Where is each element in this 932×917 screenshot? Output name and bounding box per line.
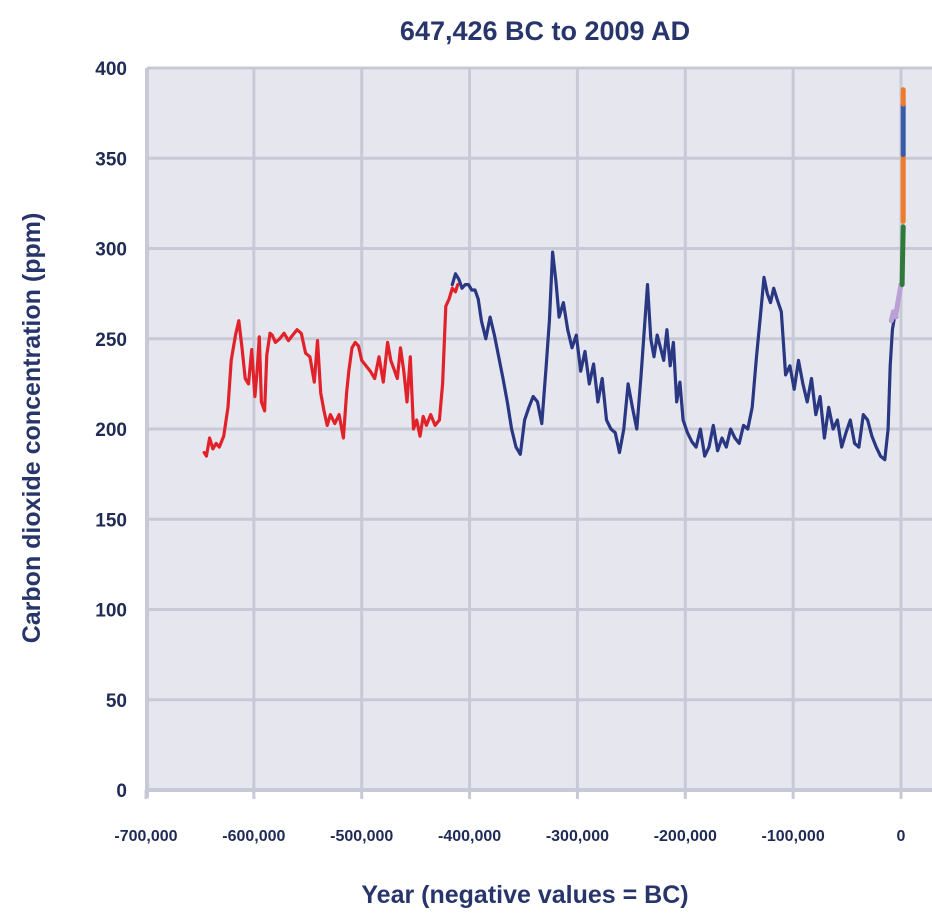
chart-title: 647,426 BC to 2009 AD bbox=[400, 16, 690, 46]
series-line bbox=[202, 283, 460, 458]
x-tick-label: -500,000 bbox=[330, 828, 393, 845]
x-tick-label: -400,000 bbox=[438, 828, 501, 845]
axes bbox=[144, 68, 932, 799]
x-tick-label: 0 bbox=[897, 828, 906, 845]
series-group bbox=[202, 87, 906, 462]
y-tick-label: 300 bbox=[95, 240, 127, 261]
x-axis-label: Year (negative values = BC) bbox=[361, 881, 688, 909]
y-tick-label: 0 bbox=[116, 781, 127, 802]
x-tick-label: -700,000 bbox=[114, 828, 177, 845]
y-axis-label: Carbon dioxide concentration (ppm) bbox=[18, 213, 46, 644]
y-tick-labels: 0 50 100 150 200 250 300 350 400 bbox=[95, 59, 127, 802]
x-tick-label: -200,000 bbox=[654, 828, 717, 845]
y-tick-label: 400 bbox=[95, 59, 127, 80]
y-tick-label: 150 bbox=[95, 510, 127, 531]
series-line bbox=[888, 282, 904, 324]
y-tick-label: 100 bbox=[95, 601, 127, 622]
grid-lines bbox=[147, 66, 932, 790]
series-line bbox=[899, 224, 906, 288]
x-tick-label: -100,000 bbox=[762, 828, 825, 845]
x-tick-label: -600,000 bbox=[222, 828, 285, 845]
x-tick-labels: -700,000 -600,000 -500,000 -400,000 -300,000… bbox=[114, 828, 905, 845]
y-tick-label: 50 bbox=[106, 691, 127, 712]
series-line bbox=[450, 250, 899, 462]
x-tick-label: -300,000 bbox=[546, 828, 609, 845]
y-tick-label: 250 bbox=[95, 330, 127, 351]
y-tick-label: 350 bbox=[95, 149, 127, 170]
y-tick-label: 200 bbox=[95, 420, 127, 441]
